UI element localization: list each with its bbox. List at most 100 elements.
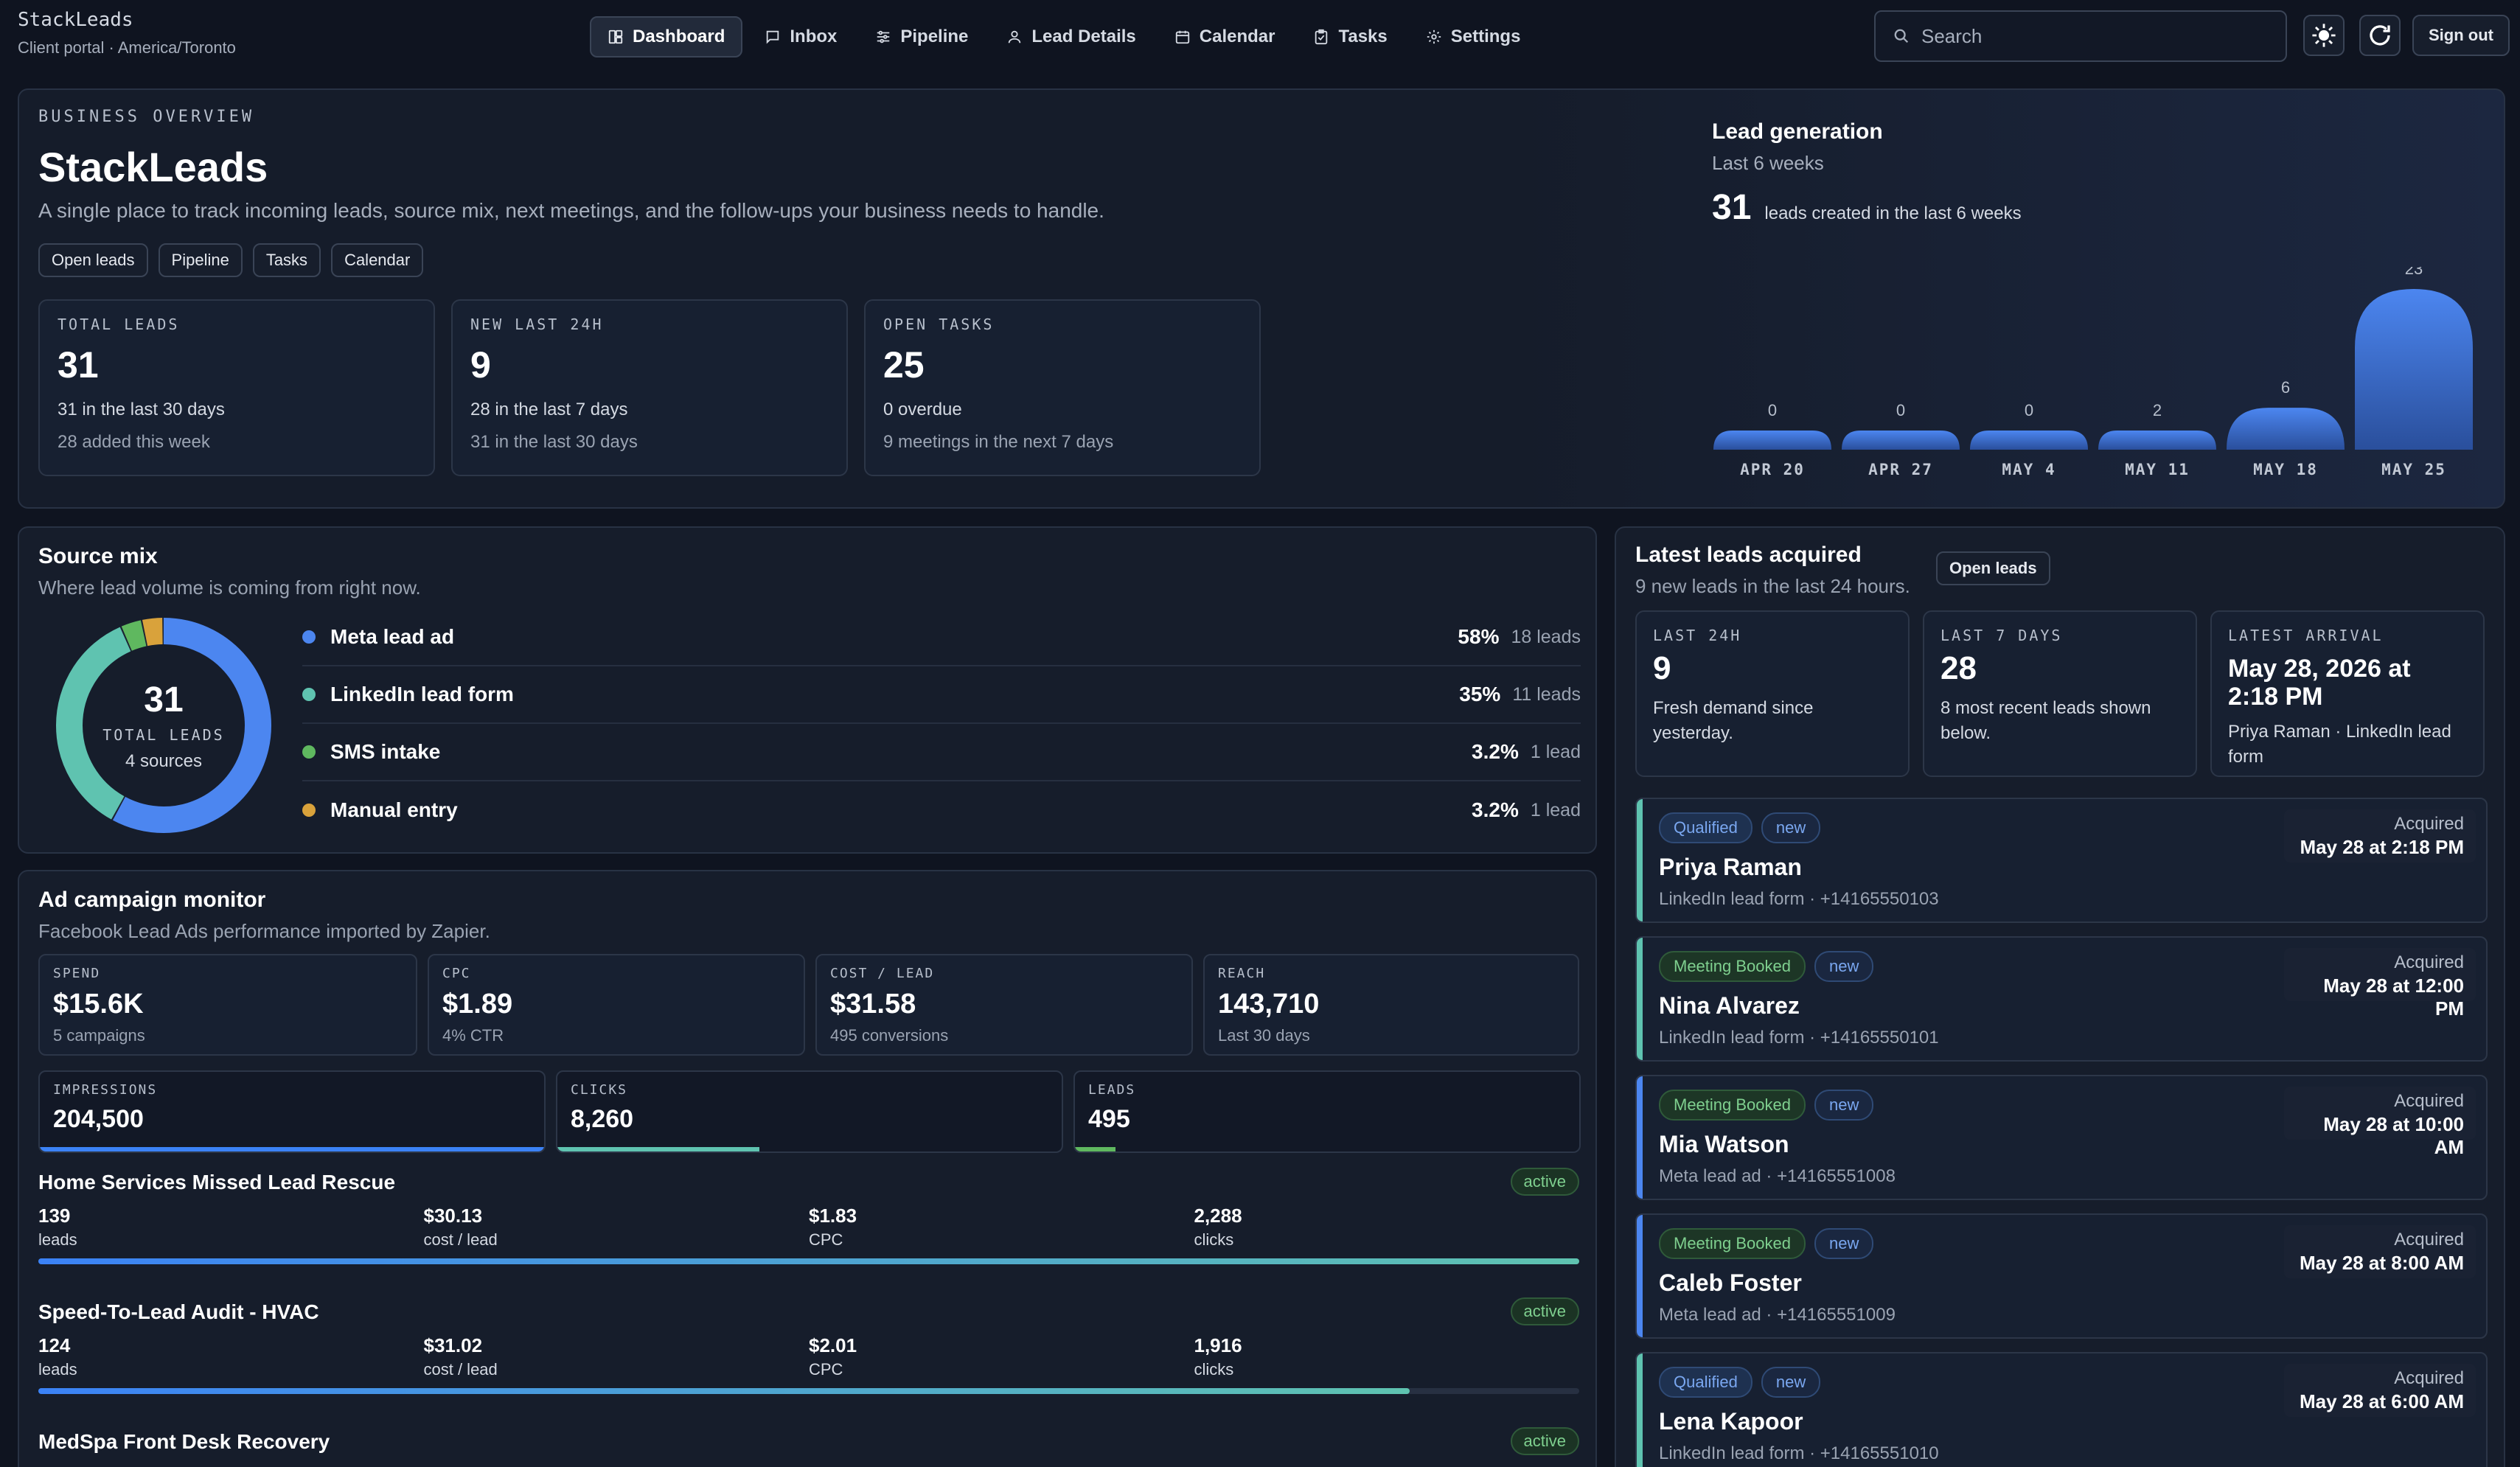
card-label: LATEST ARRIVAL — [2228, 627, 2384, 644]
nav-label: Dashboard — [633, 27, 725, 46]
chart-bar — [2098, 431, 2216, 450]
lead-card[interactable]: Meeting Booked new Caleb Foster Meta lea… — [1635, 1213, 2488, 1339]
lead-card[interactable]: Qualified new Lena Kapoor LinkedIn lead … — [1635, 1352, 2488, 1467]
campaign-row[interactable]: MedSpa Front Desk Recovery active — [38, 1427, 1579, 1455]
lead-name: Caleb Foster — [1659, 1269, 1802, 1296]
source-donut: 31 TOTAL LEADS 4 sources — [53, 615, 274, 836]
acquired-time: Acquired May 28 at 10:00 AM — [2284, 1087, 2476, 1158]
campaign-row[interactable]: Home Services Missed Lead Rescue active … — [38, 1168, 1579, 1264]
open-leads-button[interactable]: Open leads — [1936, 551, 2050, 585]
source-name: Meta lead ad — [330, 625, 455, 648]
lead-tags: Meeting Booked new — [1659, 1090, 1874, 1121]
stat-value: 139 — [38, 1205, 71, 1227]
nav-dashboard[interactable]: Dashboard — [590, 16, 743, 58]
legend-dot — [302, 630, 316, 644]
metric-cpc: CPC $1.89 4% CTR — [428, 954, 805, 1056]
stat-label: cost / lead — [423, 1230, 498, 1249]
progress-bar — [40, 1147, 544, 1151]
search-box[interactable] — [1874, 10, 2287, 62]
nav-settings[interactable]: Settings — [1410, 18, 1537, 56]
lead-tags: Meeting Booked new — [1659, 951, 1874, 982]
card-value: 28 — [1941, 650, 1977, 686]
overview-eyebrow: BUSINESS OVERVIEW — [38, 108, 255, 126]
stat-value: $31.02 — [423, 1334, 483, 1356]
stat-value: 31 — [58, 344, 99, 386]
theme-toggle-button[interactable] — [2303, 15, 2345, 56]
open-leads-link[interactable]: Open leads — [38, 243, 148, 277]
metric-sub: Last 30 days — [1218, 1026, 1310, 1045]
sign-out-button[interactable]: Sign out — [2412, 15, 2510, 56]
donut-slice — [56, 618, 271, 833]
campaign-row[interactable]: Speed-To-Lead Audit - HVAC active 124 lea… — [38, 1297, 1579, 1394]
calendar-link[interactable]: Calendar — [331, 243, 424, 277]
source-pct: 3.2% — [1472, 740, 1519, 763]
card-latest-arrival: LATEST ARRIVAL May 28, 2026 at 2:18 PM P… — [2210, 610, 2485, 777]
section-subtitle: Where lead volume is coming from right n… — [38, 576, 421, 599]
lead-card[interactable]: Qualified new Priya Raman LinkedIn lead … — [1635, 798, 2488, 923]
tasks-link[interactable]: Tasks — [252, 243, 321, 277]
campaign-stats: 124 leads $31.02 cost / lead $2.01 CPC 1,91… — [38, 1334, 1579, 1379]
x-tick-label: MAY 4 — [2002, 461, 2056, 478]
acquired-label: Acquired — [2394, 1230, 2464, 1250]
bar-value-label: 2 — [2153, 401, 2162, 419]
lead-accent — [1637, 1215, 1643, 1337]
chart-total-value: 31 — [1712, 188, 1752, 227]
search-input[interactable] — [1921, 24, 2275, 48]
chart-subtitle: Last 6 weeks — [1712, 152, 1824, 174]
nav-tasks[interactable]: Tasks — [1297, 18, 1403, 56]
metric-sub: 4% CTR — [442, 1026, 504, 1045]
lead-tags: Qualified new — [1659, 812, 1821, 843]
campaign-name: MedSpa Front Desk Recovery — [38, 1430, 330, 1453]
nav-label: Inbox — [790, 27, 838, 46]
new-badge: new — [1814, 951, 1874, 982]
x-tick-label: MAY 25 — [2381, 461, 2446, 478]
stat-line: 31 in the last 30 days — [470, 432, 638, 452]
campaign-name: Home Services Missed Lead Rescue — [38, 1171, 396, 1194]
chart-total-desc: leads created in the last 6 weeks — [1764, 203, 2022, 223]
page-title: StackLeads — [38, 144, 268, 190]
chart-total: 31 leads created in the last 6 weeks — [1712, 187, 2022, 228]
donut-label: TOTAL LEADS — [102, 725, 225, 744]
stat-line: 28 in the last 7 days — [470, 400, 628, 419]
acquired-label: Acquired — [2394, 952, 2464, 972]
nav-label: Lead Details — [1031, 27, 1136, 46]
lead-source: LinkedIn lead form · +14165550101 — [1659, 1028, 1939, 1048]
pipeline-link[interactable]: Pipeline — [158, 243, 243, 277]
campaign-clicks: 2,288 clicks — [1194, 1205, 1580, 1250]
metric-cost-per-lead: COST / LEAD $31.58 495 conversions — [815, 954, 1193, 1056]
latest-leads-header: Latest leads acquired 9 new leads in the… — [1635, 543, 1910, 598]
metric-value: $1.89 — [442, 989, 513, 1020]
nav-label: Tasks — [1338, 27, 1388, 46]
stat-line: 0 overdue — [883, 400, 962, 419]
refresh-button[interactable] — [2359, 15, 2401, 56]
nav-pipeline[interactable]: Pipeline — [859, 18, 984, 56]
lead-card[interactable]: Meeting Booked new Mia Watson Meta lead … — [1635, 1075, 2488, 1200]
chart-bar — [1713, 431, 1831, 450]
donut-slice — [56, 618, 271, 833]
chart-bar — [1842, 431, 1960, 450]
legend-dot — [302, 688, 316, 701]
card-desc: 8 most recent leads shown below. — [1941, 698, 2151, 743]
lead-card[interactable]: Meeting Booked new Nina Alvarez LinkedIn… — [1635, 936, 2488, 1062]
sliders-icon — [877, 30, 890, 43]
x-tick-label: MAY 11 — [2125, 461, 2190, 478]
status-badge: active — [1510, 1427, 1579, 1455]
nav-calendar[interactable]: Calendar — [1158, 18, 1292, 56]
nav-lead-details[interactable]: Lead Details — [990, 18, 1152, 56]
new-badge: new — [1814, 1090, 1874, 1121]
bar-value-label: 0 — [1768, 401, 1777, 419]
source-count: 1 lead — [1530, 799, 1581, 820]
card-value: 9 — [1653, 650, 1671, 686]
status-badge: Meeting Booked — [1659, 951, 1806, 982]
stat-value: 124 — [38, 1334, 71, 1356]
acquired-time: Acquired May 28 at 6:00 AM — [2284, 1364, 2476, 1417]
overview-description: A single place to track incoming leads, … — [38, 199, 1104, 222]
quick-links: Open leads Pipeline Tasks Calendar — [38, 243, 424, 277]
acquired-time: Acquired May 28 at 2:18 PM — [2284, 809, 2476, 863]
stat-open-tasks: OPEN TASKS 25 0 overdue 9 meetings in th… — [864, 299, 1261, 476]
metric-label: SPEND — [53, 966, 101, 981]
nav-inbox[interactable]: Inbox — [748, 18, 853, 56]
nav-label: Settings — [1450, 27, 1521, 46]
campaign-stats: 139 leads $30.13 cost / lead $1.83 CPC 2,28… — [38, 1205, 1579, 1250]
campaign-cpc: $2.01 CPC — [809, 1334, 1194, 1379]
